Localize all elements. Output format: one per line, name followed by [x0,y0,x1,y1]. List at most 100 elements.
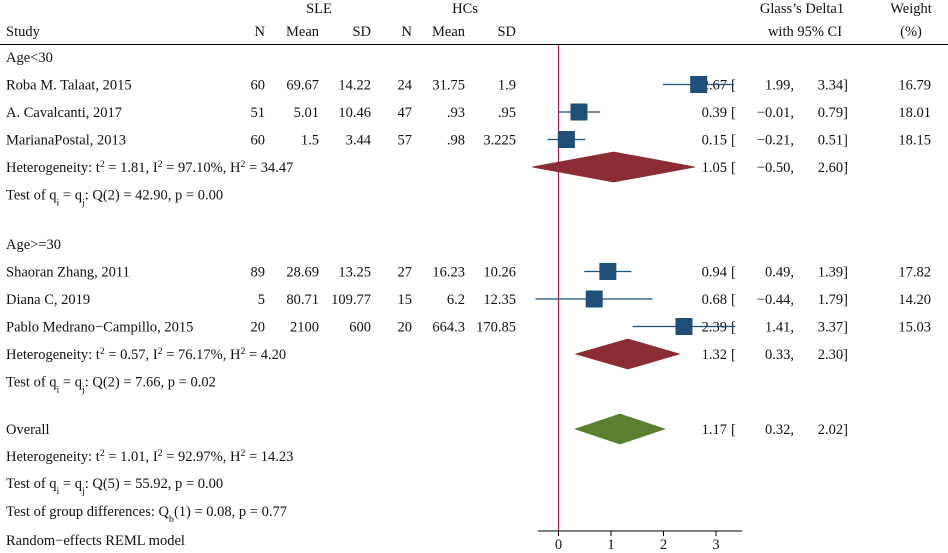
subgroup-ci-bracket-open: [ [731,160,736,176]
study-ci-lower: 1.41, [765,320,794,336]
hcs-mean: 6.2 [447,292,465,308]
hcs-n: 57 [398,133,413,149]
effect-square [599,263,617,280]
hcs-sd: 170.85 [476,320,516,336]
subgroup-ci-lower: 0.33, [765,347,794,363]
effect-square [690,76,708,93]
subgroup-diamond [574,338,681,370]
study-ci-upper: 0.79] [818,105,848,121]
group-differences-test: Test of group differences: Qb(1) = 0.08,… [6,504,287,525]
study-name: Shaoran Zhang, 2011 [6,265,130,281]
effect-square [675,318,693,335]
study-ci-bracket-open: [ [731,105,736,121]
overall-homogeneity-test: Test of qi = qj: Q(5) = 55.92, p = 0.00 [6,476,223,497]
sle-mean: 2100 [290,320,319,336]
study-ci-upper: 3.34] [818,78,848,94]
overall-heterogeneity: Heterogeneity: t2 = 1.01, I2 = 92.97%, H… [6,448,293,466]
subgroup-diamond [532,151,696,183]
study-ci-lower: 0.49, [765,265,794,281]
sle-n: 60 [251,133,266,149]
hcs-sd: 3.225 [483,133,516,149]
effect-square [570,103,588,121]
hcs-mean: .93 [447,105,465,121]
study-name: MarianaPostal, 2013 [6,133,126,149]
subgroup-homogeneity-test: Test of qi = qj: Q(2) = 7.66, p = 0.02 [6,375,216,396]
x-axis-tick-label: 0 [555,537,562,553]
hcs-mean: 16.23 [432,265,465,281]
study-name: Pablo Medrano−Campillo, 2015 [6,320,193,336]
study-effect-size: 0.15 [702,133,727,149]
header-study: Study [6,24,41,40]
study-weight: 18.01 [898,105,931,121]
subgroup-label: Age<30 [6,50,53,66]
x-axis-tick-label: 3 [712,537,719,553]
study-name: Diana C, 2019 [6,292,90,308]
study-ci-bracket-open: [ [731,78,736,94]
header-sd-sle: SD [352,24,371,40]
study-ci-lower: −0.44, [757,292,794,308]
header-n-hcs: N [402,24,413,40]
header-mean-hcs: Mean [432,24,466,40]
hcs-n: 20 [398,320,413,336]
study-weight: 18.15 [898,133,931,149]
x-axis-tick-label: 1 [607,537,614,553]
sle-mean: 69.67 [286,78,319,94]
hcs-n: 27 [398,265,413,281]
header-hcs: HCs [452,1,478,17]
header-ci: with 95% CI [768,24,842,40]
study-ci-bracket-open: [ [731,320,736,336]
study-ci-bracket-open: [ [731,265,736,281]
subgroup-ci-upper: 2.30] [818,347,848,363]
sle-sd: 13.25 [338,265,371,281]
subgroup-heterogeneity: Heterogeneity: t2 = 1.81, I2 = 97.10%, H… [6,159,293,177]
subgroup-ci-lower: −0.50, [757,160,794,176]
effect-square [585,290,603,308]
overall-label: Overall [6,422,49,438]
study-effect-size: 0.39 [702,105,727,121]
study-weight: 17.82 [898,265,931,281]
subgroup-ci-upper: 2.60] [818,160,848,176]
hcs-mean: 31.75 [432,78,465,94]
hcs-n: 47 [398,105,413,121]
hcs-sd: .95 [498,105,516,121]
subgroup-heterogeneity: Heterogeneity: t2 = 0.57, I2 = 76.17%, H… [6,346,286,364]
sle-mean: 80.71 [286,292,319,308]
sle-mean: 1.5 [301,133,319,149]
sle-n: 20 [251,320,266,336]
study-ci-lower: −0.01, [757,105,794,121]
hcs-mean: 664.3 [432,320,465,336]
sle-sd: 109.77 [331,292,371,308]
study-name: A. Cavalcanti, 2017 [6,105,122,121]
header-effect-size: Glass’s Delta1 [760,1,844,17]
sle-sd: 600 [349,320,371,336]
header-weight-unit: (%) [900,24,922,40]
model-footnote: Random−effects REML model [6,533,185,549]
study-ci-bracket-open: [ [731,133,736,149]
hcs-n: 15 [398,292,413,308]
subgroup-effect-size: 1.05 [702,160,727,176]
study-effect-size: 2.67 [702,78,727,94]
hcs-n: 24 [398,78,413,94]
overall-ci-lower: 0.32, [765,422,794,438]
study-effect-size: 0.94 [702,265,728,281]
sle-mean: 5.01 [294,105,319,121]
study-weight: 15.03 [898,320,931,336]
sle-n: 60 [251,78,266,94]
subgroup-effect-size: 1.32 [702,347,727,363]
header-n-sle: N [255,24,266,40]
subgroup-homogeneity-test: Test of qi = qj: Q(2) = 42.90, p = 0.00 [6,188,223,209]
overall-effect-size: 1.17 [702,422,727,438]
study-ci-upper: 1.39] [818,265,848,281]
study-name: Roba M. Talaat, 2015 [6,78,132,94]
header-weight: Weight [890,1,932,17]
study-ci-lower: 1.99, [765,78,794,94]
sle-mean: 28.69 [286,265,319,281]
study-weight: 16.79 [898,78,931,94]
hcs-sd: 1.9 [498,78,516,94]
sle-sd: 3.44 [346,133,372,149]
study-effect-size: 2.39 [702,320,727,336]
sle-sd: 10.46 [338,105,371,121]
subgroup-ci-bracket-open: [ [731,347,736,363]
header-sd-hcs: SD [497,24,516,40]
